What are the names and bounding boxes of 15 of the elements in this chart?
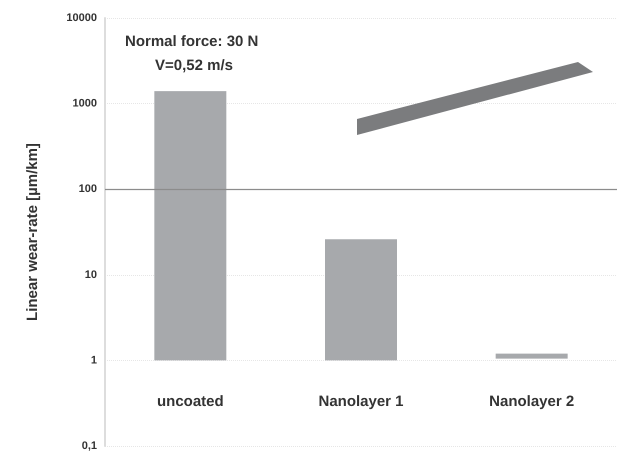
y-tick-label: 1 (90, 354, 97, 366)
x-tick-label: Nanolayer 2 (489, 393, 574, 410)
y-tick-label: 10000 (66, 12, 97, 24)
y-tick-label: 0,1 (82, 440, 97, 452)
x-tick-label: Nanolayer 1 (318, 393, 404, 410)
annotation: V=0,52 m/s (155, 57, 233, 74)
annotation: Normal force: 30 N (125, 33, 258, 50)
bar (325, 239, 397, 360)
bar (154, 91, 226, 360)
y-tick-label: 100 (78, 183, 97, 196)
bar (496, 354, 568, 359)
x-tick-label: uncoated (156, 393, 224, 410)
y-tick-label: 1000 (72, 98, 97, 110)
y-axis-title: Linear wear-rate [µm/km] (24, 143, 41, 321)
y-tick-label: 10 (84, 268, 97, 281)
